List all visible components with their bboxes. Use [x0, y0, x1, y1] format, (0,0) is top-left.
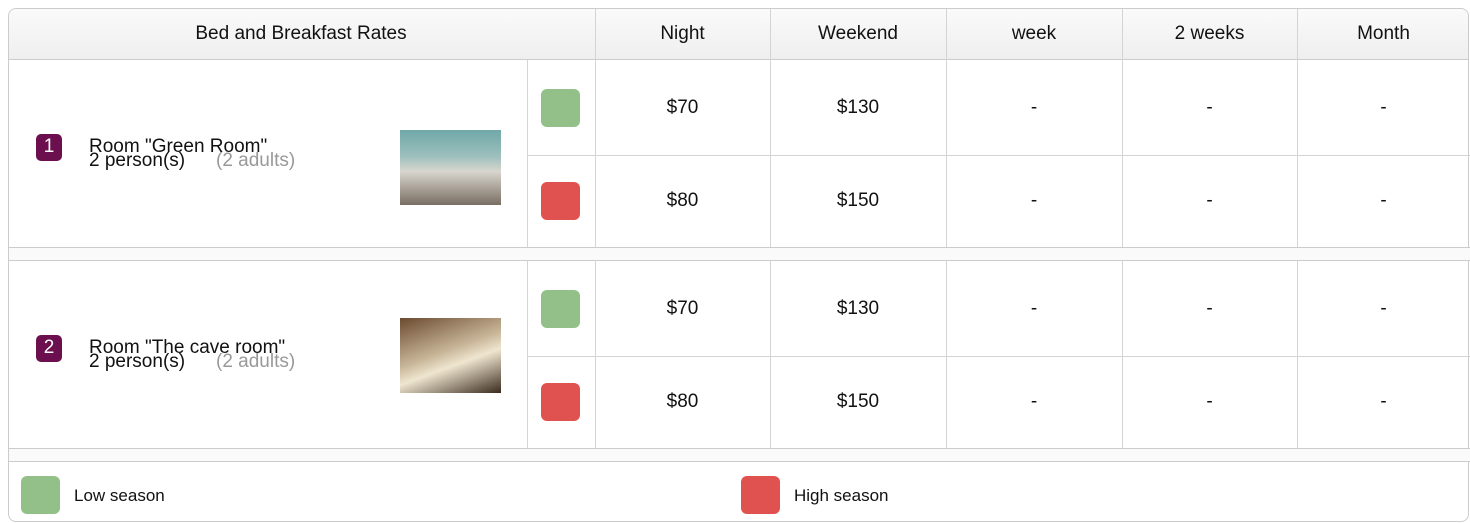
column-header: Month — [1357, 23, 1410, 45]
season-swatch — [541, 182, 580, 220]
rate-cell: $150 — [837, 190, 879, 212]
rate-cell: $150 — [837, 391, 879, 413]
rate-cell: - — [1031, 97, 1037, 119]
rate-cell: $70 — [667, 97, 699, 119]
rate-cell: $80 — [667, 391, 699, 413]
legend-label: High season — [794, 486, 889, 506]
room-photo — [400, 318, 501, 393]
rate-cell: - — [1380, 298, 1386, 320]
rate-cell: - — [1031, 190, 1037, 212]
season-swatch — [541, 290, 580, 328]
column-header: Night — [660, 23, 704, 45]
rate-cell: - — [1380, 391, 1386, 413]
rate-cell: - — [1380, 97, 1386, 119]
column-divider — [1297, 9, 1298, 461]
column-divider — [770, 9, 771, 461]
room-capacity: 2 person(s) — [89, 150, 185, 172]
column-header: 2 weeks — [1175, 23, 1245, 45]
rate-cell: - — [1206, 298, 1212, 320]
room-separator — [9, 247, 1470, 261]
column-header: week — [1012, 23, 1056, 45]
room-capacity: 2 person(s) — [89, 351, 185, 373]
room-number: 1 — [44, 136, 55, 158]
rate-cell: $70 — [667, 298, 699, 320]
rate-cell: - — [1206, 190, 1212, 212]
column-divider — [527, 60, 528, 247]
header-title: Bed and Breakfast Rates — [195, 23, 406, 45]
season-swatch — [541, 89, 580, 127]
column-divider — [1122, 9, 1123, 461]
column-divider — [527, 261, 528, 448]
room-separator — [9, 448, 1470, 462]
rate-cell: - — [1031, 298, 1037, 320]
room-photo — [400, 130, 501, 205]
room-detail: (2 adults) — [216, 150, 295, 172]
legend-swatch — [741, 476, 780, 514]
table-frame — [8, 8, 1469, 522]
rate-cell: - — [1206, 97, 1212, 119]
rate-cell: - — [1380, 190, 1386, 212]
season-swatch — [541, 383, 580, 421]
rate-cell: $130 — [837, 298, 879, 320]
column-header: Weekend — [818, 23, 898, 45]
row-divider — [527, 356, 1470, 357]
rate-cell: $130 — [837, 97, 879, 119]
room-detail: (2 adults) — [216, 351, 295, 373]
row-divider — [527, 155, 1470, 156]
column-divider — [595, 9, 596, 461]
room-number: 2 — [44, 337, 55, 359]
rate-cell: - — [1206, 391, 1212, 413]
legend-label: Low season — [74, 486, 165, 506]
column-divider — [946, 9, 947, 461]
legend-swatch — [21, 476, 60, 514]
page: Bed and Breakfast Rates Night Weekend week 2… — [0, 0, 1470, 523]
rate-cell: $80 — [667, 190, 699, 212]
rate-cell: - — [1031, 391, 1037, 413]
